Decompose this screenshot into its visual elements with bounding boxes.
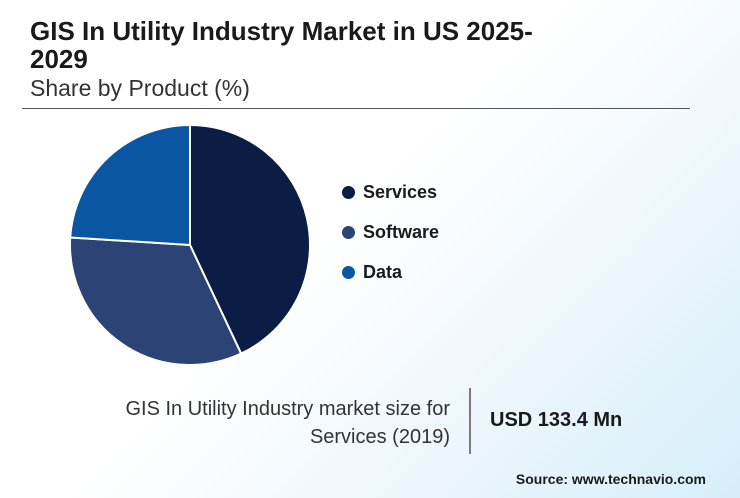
chart-subtitle: Share by Product (%)	[30, 75, 250, 101]
header-divider	[22, 108, 690, 109]
source-credit: Source: www.technavio.com	[515, 471, 706, 487]
stat-divider	[469, 388, 471, 454]
legend-swatch-data	[342, 265, 355, 279]
pie-slice-services	[189, 123, 311, 355]
legend-label-data: Data	[363, 261, 403, 282]
legend-swatch-services	[342, 185, 355, 199]
market-size-label: GIS In Utility Industry market size for …	[125, 398, 450, 448]
legend: Services Software Data	[342, 172, 439, 292]
chart-title: GIS In Utility Industry Market in US 202…	[30, 16, 533, 74]
pie-slice-software	[69, 236, 243, 366]
legend-label-services: Services	[363, 181, 438, 202]
legend-item-services: Services	[342, 172, 439, 212]
legend-label-software: Software	[363, 221, 440, 242]
market-size-value: USD 133.4 Mn	[490, 409, 623, 431]
legend-swatch-software	[342, 225, 355, 239]
legend-item-data: Data	[342, 252, 439, 292]
pie-slice-data	[69, 123, 191, 247]
legend-item-software: Software	[342, 212, 439, 252]
